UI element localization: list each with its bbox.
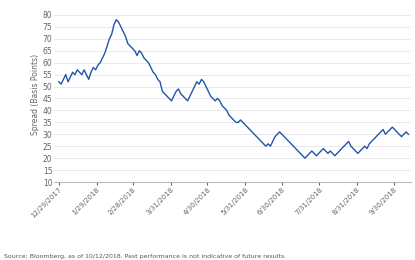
Y-axis label: Spread (Basis Points): Spread (Basis Points): [31, 54, 40, 135]
Text: Source: Bloomberg, as of 10/12/2018. Past performance is not indicative of futur: Source: Bloomberg, as of 10/12/2018. Pas…: [4, 254, 286, 259]
